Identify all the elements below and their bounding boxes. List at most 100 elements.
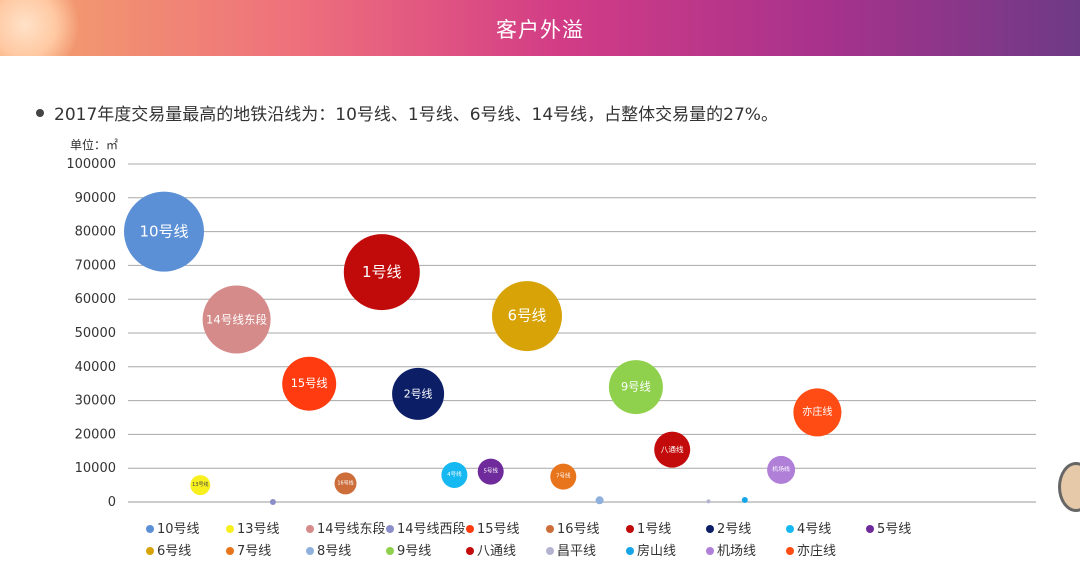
legend-swatch (386, 546, 394, 555)
legend-item[interactable]: 14号线东段 (306, 518, 386, 540)
bubble-13号线[interactable] (190, 475, 211, 496)
chart-legend: 10号线 13号线 14号线东段 14号线西段 15号线 16号线 1号线 2号线 4号线 5号线… (146, 518, 946, 562)
legend-label: 14号线西段 (397, 522, 466, 537)
bubble-label: 1号线 (362, 263, 402, 281)
bubble-房山线[interactable] (741, 496, 748, 503)
legend-item[interactable]: 亦庄线 (786, 540, 866, 562)
summary-text: 2017年度交易量最高的地铁沿线为：10号线、1号线、6号线、14号线，占整体交… (54, 105, 778, 125)
legend-label: 14号线东段 (317, 522, 386, 537)
legend-swatch (626, 546, 634, 555)
corner-avatar (1058, 462, 1080, 512)
bubble-label: 13号线 (192, 481, 208, 488)
legend-label: 9号线 (397, 544, 432, 559)
legend-swatch (306, 524, 314, 533)
y-tick-label: 100000 (66, 157, 116, 172)
legend-label: 亦庄线 (797, 544, 837, 559)
bubble-label: 2号线 (404, 386, 433, 400)
legend-swatch (466, 546, 474, 555)
bubble-10号线[interactable] (124, 191, 204, 272)
y-tick-label: 40000 (75, 360, 116, 375)
bubble-16号线[interactable] (334, 472, 357, 495)
bubble-label: 八通线 (661, 444, 684, 454)
legend-item[interactable]: 4号线 (786, 518, 866, 540)
legend-item[interactable]: 5号线 (866, 518, 946, 540)
y-tick-label: 50000 (75, 326, 116, 341)
legend-label: 7号线 (237, 544, 272, 559)
bubble-8号线[interactable] (595, 496, 604, 505)
legend-item[interactable]: 16号线 (546, 518, 626, 540)
y-tick-label: 30000 (75, 394, 116, 409)
bubble-机场线[interactable] (767, 455, 796, 484)
legend-label: 昌平线 (557, 544, 597, 559)
bubble-6号线[interactable] (492, 281, 562, 352)
legend-swatch (146, 524, 154, 533)
legend-label: 4号线 (797, 522, 832, 537)
legend-item[interactable]: 2号线 (706, 518, 786, 540)
legend-label: 5号线 (877, 522, 912, 537)
legend-label: 10号线 (157, 522, 200, 537)
legend-item[interactable]: 13号线 (226, 518, 306, 540)
legend-label: 13号线 (237, 522, 280, 537)
bubble-昌平线[interactable] (706, 499, 711, 504)
bubble-4号线[interactable] (441, 461, 468, 488)
legend-swatch (786, 524, 794, 533)
bubble-2号线[interactable] (392, 367, 445, 420)
legend-label: 机场线 (717, 544, 757, 559)
legend-label: 8号线 (317, 544, 352, 559)
legend-item[interactable]: 9号线 (386, 540, 466, 562)
legend-item[interactable]: 昌平线 (546, 540, 626, 562)
legend-item[interactable]: 7号线 (226, 540, 306, 562)
bubble-9号线[interactable] (608, 360, 663, 415)
legend-item[interactable]: 10号线 (146, 518, 226, 540)
legend-swatch (786, 546, 794, 555)
bubble-14号线西段[interactable] (269, 499, 276, 505)
header-banner: 客户外溢 (0, 0, 1080, 56)
legend-item[interactable]: 机场线 (706, 540, 786, 562)
legend-item[interactable]: 1号线 (626, 518, 706, 540)
bubble-5号线[interactable] (477, 458, 504, 485)
legend-label: 1号线 (637, 522, 672, 537)
legend-label: 16号线 (557, 522, 600, 537)
bubble-label: 机场线 (772, 465, 790, 473)
legend-swatch (706, 524, 714, 533)
legend-swatch (866, 524, 874, 533)
legend-swatch (466, 524, 474, 533)
y-tick-label: 70000 (75, 258, 116, 273)
summary-bullet: 2017年度交易量最高的地铁沿线为：10号线、1号线、6号线、14号线，占整体交… (36, 100, 778, 125)
legend-item[interactable]: 14号线西段 (386, 518, 466, 540)
bubble-label: 6号线 (508, 308, 547, 325)
legend-swatch (146, 546, 154, 555)
banner-glow (0, 0, 80, 56)
unit-label: 单位：㎡ (70, 138, 119, 152)
bubble-1号线[interactable] (343, 234, 420, 311)
bubble-八通线[interactable] (654, 431, 691, 468)
legend-item[interactable]: 15号线 (466, 518, 546, 540)
bubble-label: 14号线东段 (206, 312, 268, 326)
y-tick-label: 20000 (75, 427, 116, 442)
legend-swatch (226, 546, 234, 555)
bubble-15号线[interactable] (282, 356, 337, 411)
bubble-label: 7号线 (556, 472, 571, 480)
legend-swatch (386, 524, 394, 533)
bullet-dot (36, 109, 44, 117)
bubble-label: 5号线 (483, 467, 498, 475)
legend-item[interactable]: 8号线 (306, 540, 386, 562)
bubble-7号线[interactable] (550, 463, 577, 490)
legend-item[interactable]: 6号线 (146, 540, 226, 562)
bubble-label: 15号线 (291, 376, 328, 390)
legend-item[interactable]: 房山线 (626, 540, 706, 562)
y-tick-label: 80000 (75, 225, 116, 240)
legend-label: 房山线 (637, 544, 677, 559)
legend-swatch (706, 546, 714, 555)
y-tick-label: 90000 (75, 191, 116, 206)
page-title: 客户外溢 (496, 18, 584, 42)
bubble-14号线东段[interactable] (202, 285, 271, 354)
legend-swatch (226, 524, 234, 533)
legend-label: 15号线 (477, 522, 520, 537)
bubble-chart: 0 10000 20000 30000 40000 50000 60000 70000 8000… (66, 157, 1036, 510)
legend-label: 八通线 (477, 544, 517, 559)
y-tick-label: 10000 (75, 461, 116, 476)
bubble-亦庄线[interactable] (793, 388, 842, 437)
legend-item[interactable]: 八通线 (466, 540, 546, 562)
y-tick-label: 0 (108, 495, 116, 510)
